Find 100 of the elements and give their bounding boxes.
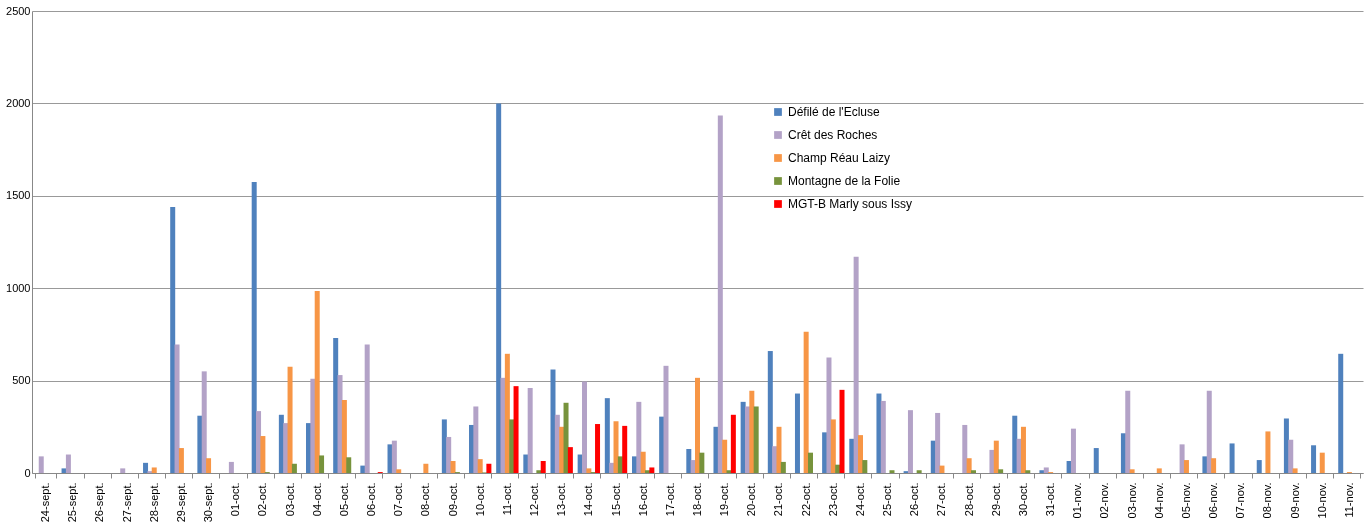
bar xyxy=(767,351,773,473)
bar xyxy=(206,458,212,473)
x-tick-label: 06-oct. xyxy=(365,482,378,517)
x-tick-label: 10-oct. xyxy=(473,482,486,517)
bar xyxy=(808,452,813,473)
bar xyxy=(287,366,293,473)
legend-label: Champ Réau Laizy xyxy=(788,151,891,165)
bar xyxy=(333,338,339,473)
bar xyxy=(966,458,972,473)
bar xyxy=(939,465,945,473)
x-tick-label: 28-oct. xyxy=(962,482,975,517)
bar xyxy=(197,415,203,473)
bar xyxy=(622,425,628,473)
bar xyxy=(567,447,573,473)
x-tick-label: 15-oct. xyxy=(609,482,622,517)
x-tick-label: 22-oct. xyxy=(799,482,812,517)
x-tick-label: 31-oct. xyxy=(1044,482,1057,517)
bar xyxy=(1156,468,1162,473)
bar xyxy=(496,103,502,473)
legend-label: Crêt des Roches xyxy=(788,128,878,142)
bar xyxy=(839,389,845,473)
bar xyxy=(993,440,999,473)
bar xyxy=(962,424,968,473)
x-tick-label: 30-oct. xyxy=(1016,482,1029,517)
bar xyxy=(391,440,397,473)
bar xyxy=(935,412,941,473)
bar xyxy=(776,426,782,473)
bar xyxy=(1229,443,1235,473)
bar xyxy=(1012,415,1018,473)
x-tick-label: 07-nov. xyxy=(1234,482,1247,519)
bar xyxy=(582,381,587,473)
legend-label: Défilé de l'Ecluse xyxy=(788,105,880,119)
x-tick-label: 14-oct. xyxy=(582,482,595,517)
x-tick-label: 11-nov. xyxy=(1342,482,1355,518)
x-tick-label: 18-oct. xyxy=(691,482,703,517)
bar xyxy=(803,331,809,473)
x-tick-label: 06-nov. xyxy=(1207,482,1220,519)
bar xyxy=(876,393,882,473)
bar xyxy=(513,386,519,473)
bar xyxy=(1179,444,1185,473)
bar xyxy=(201,371,207,473)
bar xyxy=(151,467,157,473)
bar xyxy=(998,469,1004,473)
legend-label: Montagne de la Folie xyxy=(788,174,901,188)
x-tick-label: 03-oct. xyxy=(283,482,296,517)
bar xyxy=(604,398,610,473)
x-tick-label: 01-nov. xyxy=(1071,482,1084,519)
bar xyxy=(1183,460,1189,473)
y-tick-label: 0 xyxy=(24,466,31,479)
bar xyxy=(907,410,913,473)
x-tick-label: 25-sept. xyxy=(66,482,79,523)
bar xyxy=(862,460,868,473)
x-tick-label: 08-nov. xyxy=(1261,482,1274,519)
x-tick-label: 21-oct. xyxy=(772,482,785,517)
bar xyxy=(1319,452,1325,473)
bar xyxy=(1093,448,1099,473)
bar xyxy=(649,467,655,473)
bar xyxy=(1211,458,1217,473)
x-tick-label: 30-sept. xyxy=(202,482,215,523)
bar xyxy=(283,423,289,473)
bar xyxy=(540,460,546,473)
bar xyxy=(1338,353,1344,473)
bar xyxy=(730,414,736,473)
bar xyxy=(1070,428,1076,473)
bar xyxy=(559,426,565,473)
bar xyxy=(1202,456,1208,473)
bar xyxy=(563,402,569,473)
bar xyxy=(477,459,483,473)
bar xyxy=(880,400,886,473)
bar xyxy=(835,464,841,473)
bar xyxy=(174,344,180,473)
x-tick-label: 04-oct. xyxy=(310,482,323,517)
bar xyxy=(663,365,669,473)
bar xyxy=(314,290,320,473)
bar xyxy=(360,465,366,473)
x-tick-label: 17-oct. xyxy=(663,482,676,517)
bar xyxy=(527,387,533,473)
x-tick-label: 13-oct. xyxy=(555,482,568,517)
bar xyxy=(916,470,922,473)
x-tick-label: 26-oct. xyxy=(908,482,921,517)
y-tick-label: 2000 xyxy=(6,96,31,109)
x-tick-label: 29-sept. xyxy=(174,482,187,523)
bar xyxy=(1125,390,1131,473)
bar xyxy=(120,468,126,473)
bar xyxy=(794,393,800,473)
bar xyxy=(1292,468,1298,473)
bar xyxy=(1206,390,1212,473)
bar xyxy=(586,468,592,473)
x-tick-label: 20-oct. xyxy=(745,482,758,517)
y-tick-label: 1500 xyxy=(6,189,31,202)
x-tick-label: 16-oct. xyxy=(636,482,649,517)
bar xyxy=(143,462,149,473)
bar xyxy=(523,454,529,473)
x-tick-label: 09-nov. xyxy=(1288,482,1301,519)
bar xyxy=(699,452,705,473)
bar xyxy=(1039,470,1045,473)
bar xyxy=(853,256,859,473)
x-tick-label: 26-sept. xyxy=(93,482,106,523)
bar xyxy=(550,369,556,473)
x-tick-label: 07-oct. xyxy=(392,482,405,517)
